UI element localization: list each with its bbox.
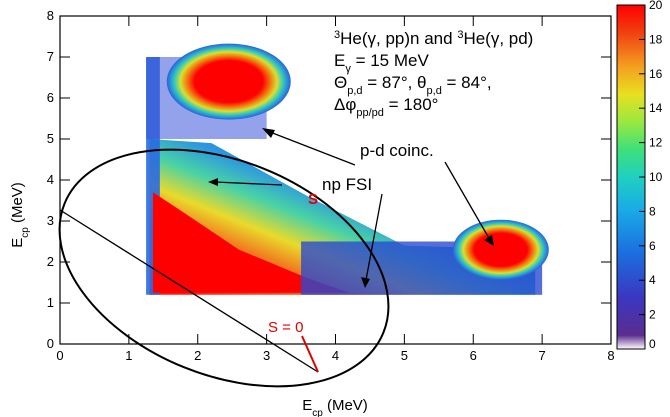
colorbar-tick-label: 20 <box>649 0 663 12</box>
pd-arrow-upper <box>269 131 356 166</box>
npfsi-arrowhead-down <box>361 277 370 288</box>
colorbar-tick-label: 12 <box>649 136 663 150</box>
pd-coinc-label: p-d coinc. <box>360 141 434 160</box>
npfsi-arrow-down <box>365 193 383 281</box>
annotation-overlay: p-d coinc. np FSI S S = 0 <box>58 128 494 388</box>
colorbar: 0 2 4 6 8 10 12 14 16 18 20 <box>616 0 663 351</box>
legend-line-1: 3He(γ, pp)n and 3He(γ, pd) <box>334 29 533 48</box>
npfsi-arrow-left <box>214 181 283 186</box>
y-tick-label: 1 <box>47 295 54 310</box>
dense-region <box>152 192 350 293</box>
pd-arrowhead-right <box>484 235 494 246</box>
npfsi-arrowhead-left <box>208 178 218 186</box>
s-zero-pointer <box>301 335 319 373</box>
x-tick-label: 8 <box>607 348 614 363</box>
colorbar-tick-label: 8 <box>649 204 656 218</box>
pd-blob-2 <box>452 219 549 280</box>
pd-arrowhead-upper <box>262 128 275 138</box>
y-tick-label: 3 <box>47 213 54 228</box>
np-fsi-label: np FSI <box>322 175 372 194</box>
y-tick-label: 0 <box>47 336 54 351</box>
colorbar-tick-label: 0 <box>649 337 656 351</box>
y-tick-label: 5 <box>47 131 54 146</box>
colorbar-tick-label: 18 <box>649 32 663 46</box>
x-tick-label: 6 <box>470 348 477 363</box>
s-label: S <box>308 191 318 208</box>
x-tick-label: 7 <box>539 348 546 363</box>
colorbar-tick-label: 14 <box>649 101 663 115</box>
y-tick-label: 6 <box>47 90 54 105</box>
y-tick-label: 2 <box>47 254 54 269</box>
reaction-legend: 3He(γ, pp)n and 3He(γ, pd) Eγ = 15 MeV Θ… <box>334 29 533 119</box>
s-zero-label: S = 0 <box>268 319 303 336</box>
y-tick-label: 8 <box>47 8 54 23</box>
x-axis: 0 1 2 3 4 5 6 7 8 <box>56 16 615 363</box>
colorbar-tick-label: 10 <box>649 170 663 184</box>
y-tick-label: 4 <box>47 172 54 187</box>
colorbar-tick-label: 6 <box>649 239 656 253</box>
pd-arrow-right <box>444 161 491 241</box>
x-tick-label: 1 <box>125 348 132 363</box>
colorbar-tick-label: 16 <box>649 67 663 81</box>
x-axis-label: Ecp (MeV) <box>302 397 368 417</box>
legend-line-2: Eγ = 15 MeV <box>334 51 429 75</box>
y-axis: 0 1 2 3 4 5 6 7 8 <box>47 8 611 351</box>
diagonal-line <box>59 209 319 373</box>
x-tick-label: 2 <box>194 348 201 363</box>
colorbar-tick-label: 4 <box>649 273 656 287</box>
x-tick-label: 5 <box>401 348 408 363</box>
legend-line-3: Θp,d = 87°, θp,d = 84°, <box>334 73 492 97</box>
x-tick-label: 0 <box>56 348 63 363</box>
y-tick-label: 7 <box>47 49 54 64</box>
np-fsi-ellipse <box>58 148 390 388</box>
legend-line-4: Δφpp/pd = 180° <box>334 95 438 119</box>
colorbar-tick-label: 2 <box>649 308 656 322</box>
pd-blob-1 <box>166 43 291 120</box>
x-tick-label: 4 <box>332 348 339 363</box>
y-axis-label: Ecp (MeV) <box>9 182 31 248</box>
x-tick-label: 3 <box>263 348 270 363</box>
